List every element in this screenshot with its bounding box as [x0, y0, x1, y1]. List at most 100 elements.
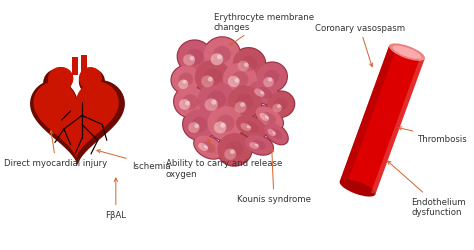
Ellipse shape: [264, 123, 288, 145]
Ellipse shape: [264, 122, 289, 146]
Text: Erythrocyte membrane
changes: Erythrocyte membrane changes: [214, 12, 314, 46]
Ellipse shape: [235, 102, 246, 114]
Ellipse shape: [257, 88, 273, 100]
Ellipse shape: [191, 117, 208, 133]
Ellipse shape: [267, 92, 294, 118]
Ellipse shape: [339, 180, 375, 197]
Ellipse shape: [80, 68, 102, 89]
Ellipse shape: [250, 82, 280, 105]
Ellipse shape: [244, 63, 248, 68]
Text: Thrombosis: Thrombosis: [398, 127, 468, 143]
Polygon shape: [34, 82, 119, 159]
Text: FβAL: FβAL: [105, 178, 127, 220]
Ellipse shape: [255, 62, 288, 94]
Ellipse shape: [182, 80, 187, 84]
Text: Ability to carry and release
oxygen: Ability to carry and release oxygen: [165, 140, 282, 178]
Ellipse shape: [171, 65, 201, 95]
Ellipse shape: [195, 61, 231, 95]
Ellipse shape: [79, 69, 105, 95]
Ellipse shape: [217, 55, 222, 60]
Ellipse shape: [206, 106, 245, 142]
Ellipse shape: [256, 63, 287, 92]
Ellipse shape: [241, 56, 257, 72]
Ellipse shape: [263, 112, 276, 124]
Ellipse shape: [264, 70, 279, 85]
Text: Ischemia: Ischemia: [97, 150, 170, 170]
Ellipse shape: [194, 60, 232, 96]
Ellipse shape: [216, 132, 253, 167]
Ellipse shape: [198, 82, 236, 118]
Ellipse shape: [228, 76, 240, 88]
Ellipse shape: [185, 102, 190, 106]
Ellipse shape: [230, 150, 235, 154]
Text: Direct myocardial injury: Direct myocardial injury: [4, 131, 108, 168]
Ellipse shape: [179, 73, 193, 87]
Ellipse shape: [79, 68, 101, 90]
Polygon shape: [30, 81, 125, 166]
Ellipse shape: [392, 46, 421, 60]
Ellipse shape: [194, 124, 199, 128]
Polygon shape: [371, 58, 426, 195]
Ellipse shape: [231, 72, 248, 88]
Ellipse shape: [272, 132, 275, 135]
Ellipse shape: [270, 129, 282, 139]
Ellipse shape: [208, 78, 213, 82]
Ellipse shape: [207, 91, 226, 109]
Ellipse shape: [203, 37, 241, 74]
Polygon shape: [340, 46, 396, 184]
Ellipse shape: [214, 122, 227, 134]
Ellipse shape: [183, 55, 195, 66]
Ellipse shape: [260, 92, 264, 95]
Ellipse shape: [174, 87, 207, 118]
Ellipse shape: [265, 116, 269, 119]
Ellipse shape: [178, 80, 188, 90]
Bar: [72, 58, 78, 76]
Ellipse shape: [226, 85, 263, 120]
Ellipse shape: [236, 116, 267, 138]
Ellipse shape: [244, 134, 274, 156]
Ellipse shape: [274, 98, 287, 111]
Ellipse shape: [246, 126, 251, 129]
Ellipse shape: [177, 40, 213, 75]
Ellipse shape: [260, 114, 269, 122]
Ellipse shape: [193, 135, 224, 160]
Ellipse shape: [235, 115, 268, 140]
Ellipse shape: [201, 142, 216, 153]
Ellipse shape: [50, 68, 73, 90]
Ellipse shape: [233, 49, 265, 80]
Ellipse shape: [223, 64, 257, 96]
Text: Kounis syndrome: Kounis syndrome: [237, 149, 311, 204]
Ellipse shape: [204, 38, 240, 72]
Ellipse shape: [252, 140, 266, 150]
Ellipse shape: [220, 124, 226, 128]
Ellipse shape: [211, 100, 217, 105]
Text: Coronary vasospasm: Coronary vasospasm: [315, 24, 405, 67]
Ellipse shape: [224, 149, 236, 160]
Ellipse shape: [255, 144, 258, 147]
Ellipse shape: [263, 78, 274, 88]
Ellipse shape: [48, 68, 73, 92]
Ellipse shape: [273, 104, 282, 113]
Ellipse shape: [183, 110, 216, 140]
Ellipse shape: [210, 54, 223, 66]
Ellipse shape: [249, 81, 281, 106]
Ellipse shape: [204, 146, 208, 149]
Ellipse shape: [237, 61, 249, 72]
Ellipse shape: [389, 44, 425, 62]
Ellipse shape: [179, 100, 191, 110]
Ellipse shape: [226, 142, 243, 158]
Ellipse shape: [236, 94, 253, 111]
Polygon shape: [340, 46, 425, 195]
Ellipse shape: [240, 124, 251, 132]
Bar: [82, 55, 87, 76]
Ellipse shape: [254, 89, 264, 97]
Ellipse shape: [196, 81, 237, 120]
Ellipse shape: [188, 122, 200, 133]
Ellipse shape: [268, 78, 272, 82]
Ellipse shape: [218, 134, 252, 166]
Ellipse shape: [268, 129, 276, 137]
Ellipse shape: [217, 115, 235, 132]
Ellipse shape: [182, 108, 217, 142]
Ellipse shape: [228, 86, 262, 119]
Ellipse shape: [43, 70, 71, 98]
